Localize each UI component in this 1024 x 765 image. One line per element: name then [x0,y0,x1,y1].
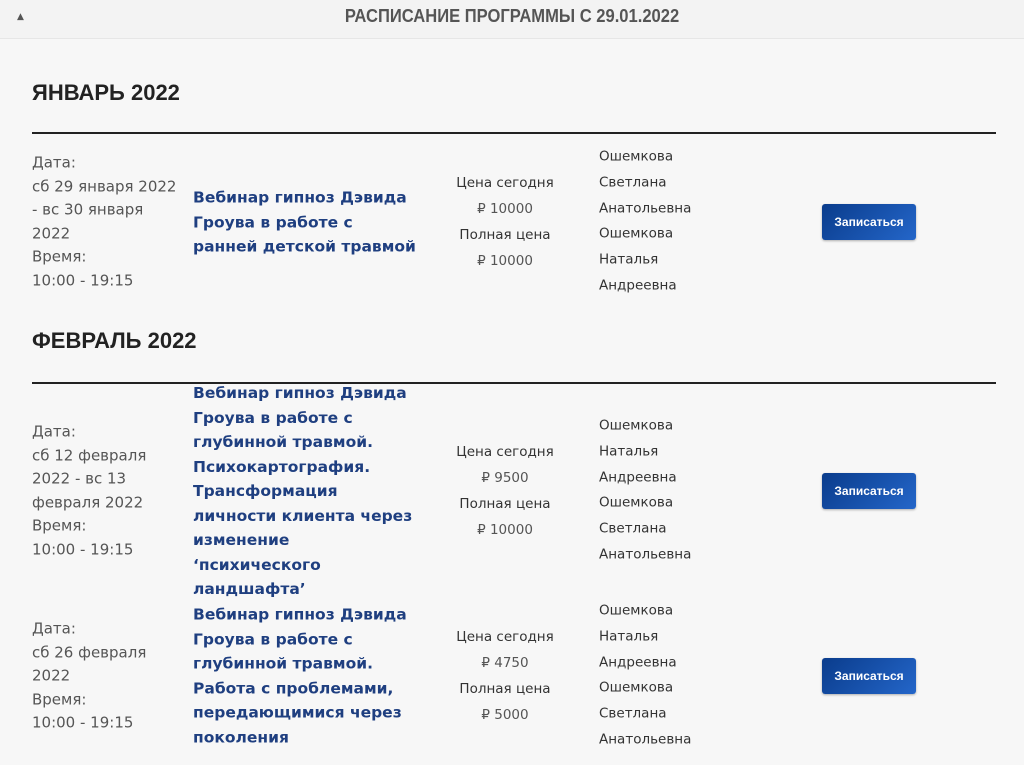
trainers-list: Ошемкова Наталья Андреевна Ошемкова Светлана… [599,599,691,754]
date-value: сб 26 февраля 2022 [32,642,147,685]
event-price: Цена сегодня ₽ 4750 Полная цена ₽ 5000 [440,624,570,728]
time-label: Время: [32,689,87,708]
trainer-name: Ошемкова Наталья Андреевна [599,417,677,486]
event-title-link[interactable]: Вебинар гипноз Дэвида Гроува в работе с … [193,383,413,598]
event-date: Дата: сб 29 января 2022 - вс 30 января 2… [32,152,177,293]
event-price: Цена сегодня ₽ 10000 Полная цена ₽ 10000 [440,170,570,274]
trainer-name: Ошемкова Светлана Анатольевна [599,680,692,748]
schedule-header[interactable]: ▲ РАСПИСАНИЕ ПРОГРАММЫ С 29.01.2022 [0,0,1024,39]
signup-button[interactable]: Записаться [822,473,916,509]
caret-up-icon[interactable]: ▲ [17,12,24,22]
event-title-link[interactable]: Вебинар гипноз Дэвида Гроува в работе с … [193,605,407,747]
month-heading: ФЕВРАЛЬ 2022 [32,328,197,353]
price-full-value: ₽ 5000 [481,707,529,723]
page-title: РАСПИСАНИЕ ПРОГРАММЫ С 29.01.2022 [344,6,680,26]
price-today-label: Цена сегодня [456,175,554,191]
divider [32,132,996,134]
time-label: Время: [32,516,87,535]
month-heading: ЯНВАРЬ 2022 [32,80,180,105]
date-label: Дата: [32,422,76,441]
event-title-link[interactable]: Вебинар гипноз Дэвида Гроува в работе с … [193,188,416,256]
trainers-list: Ошемкова Светлана Анатольевна Ошемкова Натал… [599,145,691,300]
date-label: Дата: [32,153,76,172]
price-today-value: ₽ 4750 [481,655,529,671]
divider [32,382,996,384]
time-label: Время: [32,247,87,266]
price-today-label: Цена сегодня [456,629,554,645]
date-value: сб 29 января 2022 - вс 30 января 2022 [32,177,177,242]
price-full-label: Полная цена [459,496,551,512]
price-full-value: ₽ 10000 [477,253,533,269]
trainer-name: Ошемкова Наталья Андреевна [599,226,677,294]
time-value: 10:00 - 19:15 [32,540,134,558]
trainers-list: Ошемкова Наталья Андреевна Ошемкова Светлана… [599,414,691,569]
trainer-name: Ошемкова Светлана Анатольевна [599,148,692,217]
event-date: Дата: сб 26 февраля 2022 Время: 10:00 - … [32,617,177,735]
date-label: Дата: [32,619,76,638]
signup-button[interactable]: Записаться [822,204,916,240]
date-value: сб 12 февраля 2022 - вс 13 февраля 2022 [32,446,147,511]
time-value: 10:00 - 19:15 [32,271,134,289]
price-today-label: Цена сегодня [456,444,554,460]
trainer-name: Ошемкова Наталья Андреевна [599,602,677,671]
event-date: Дата: сб 12 февраля 2022 - вс 13 февраля… [32,421,177,562]
price-full-label: Полная цена [459,227,551,243]
price-today-value: ₽ 9500 [481,470,529,486]
signup-button[interactable]: Записаться [822,658,916,694]
price-full-value: ₽ 10000 [477,522,533,538]
price-full-label: Полная цена [459,681,551,697]
event-price: Цена сегодня ₽ 9500 Полная цена ₽ 10000 [440,439,570,543]
trainer-name: Ошемкова Светлана Анатольевна [599,495,692,563]
time-value: 10:00 - 19:15 [32,713,134,732]
price-today-value: ₽ 10000 [477,201,533,217]
